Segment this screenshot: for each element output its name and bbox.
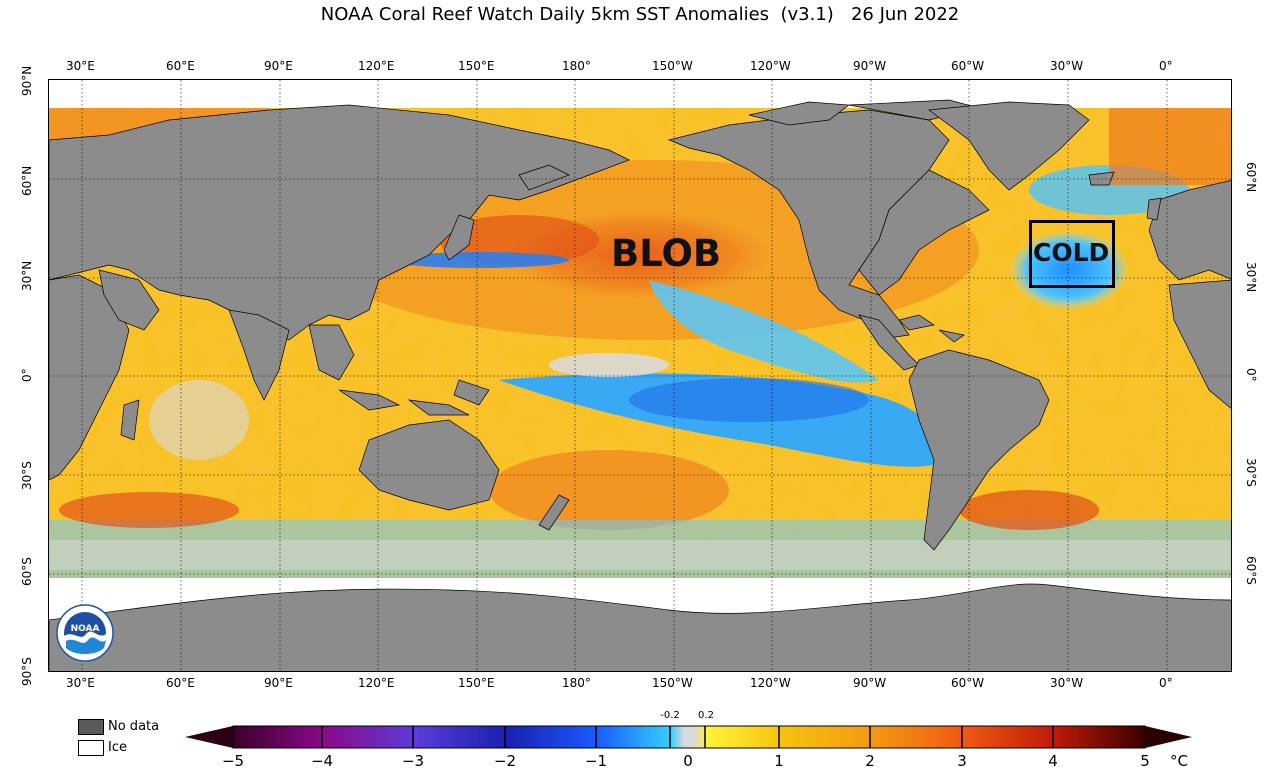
- colorbar-small-tick: 0.2: [698, 710, 714, 721]
- blob-annotation: BLOB: [611, 232, 722, 275]
- colorbar-tick: −5: [221, 752, 245, 770]
- kamchatka-land: [518, 164, 570, 191]
- colorbar: [185, 725, 1192, 749]
- colorbar-low-extend: [185, 726, 233, 748]
- north-atlantic-cold: [1009, 230, 1129, 310]
- colorbar-tick: 5: [1140, 752, 1150, 770]
- colorbar-tick: 2: [865, 752, 875, 770]
- ice-swatch: [78, 740, 104, 756]
- iceland-uk-land: [1088, 171, 1162, 221]
- lon-label: 30°E: [66, 59, 95, 73]
- lon-label: 120°W: [750, 59, 791, 73]
- nodata-label: No data: [108, 719, 160, 734]
- lon-label: 60°E: [166, 59, 195, 73]
- lat-label: 30°S: [1244, 458, 1258, 487]
- southern-neutral: [49, 540, 1231, 570]
- lat-label: 30°N: [1244, 262, 1258, 293]
- south-pacific-warm: [489, 450, 729, 530]
- lon-label: 60°W: [951, 59, 985, 73]
- nodata-swatch: [78, 719, 104, 735]
- colorbar-tick: 1: [774, 752, 784, 770]
- lon-label: 30°E: [66, 676, 95, 690]
- lon-label: 150°W: [652, 676, 693, 690]
- map-canvas: [49, 80, 1231, 671]
- north-america-land: [667, 109, 950, 339]
- lon-label: 120°W: [750, 676, 791, 690]
- lon-label: 120°E: [358, 59, 395, 73]
- antarctica-land: [49, 583, 1231, 671]
- neutral-patch: [549, 353, 669, 377]
- lon-label: 90°E: [264, 59, 293, 73]
- colorbar-tick: −2: [493, 752, 517, 770]
- nw-pacific-cold-streak: [389, 252, 569, 268]
- ice-label: Ice: [108, 740, 127, 755]
- lon-label: 0°: [1159, 59, 1173, 73]
- se-asia-land: [308, 324, 355, 381]
- colorbar-tick: 3: [957, 752, 967, 770]
- lon-label: 30°W: [1050, 59, 1084, 73]
- lon-label: 150°E: [458, 59, 495, 73]
- caribbean-land: [898, 314, 965, 343]
- lon-label: 90°W: [853, 676, 887, 690]
- colorbar-tick: −1: [584, 752, 608, 770]
- lat-label: 90°N: [20, 65, 34, 96]
- cold-tongue-core: [629, 378, 869, 422]
- south-atlantic-warm: [959, 490, 1099, 530]
- lon-label: 0°: [1159, 676, 1173, 690]
- colorbar-unit: °C: [1170, 752, 1188, 770]
- lat-label: 60°N: [1244, 162, 1258, 193]
- southern-indian-warm: [59, 492, 239, 528]
- new-zealand-land: [538, 494, 570, 531]
- cold-annotation-box: [1029, 220, 1115, 288]
- east-pacific-cool: [649, 280, 879, 383]
- arabia-land: [98, 269, 160, 331]
- lon-label: 90°W: [853, 59, 887, 73]
- colorbar-tick: −3: [401, 752, 425, 770]
- lon-label: 60°E: [166, 676, 195, 690]
- lat-label: 0°: [20, 368, 34, 382]
- colorbar-small-tick: -0.2: [660, 710, 680, 721]
- barents-warm: [1109, 105, 1231, 185]
- lat-label: 60°S: [1244, 556, 1258, 585]
- europe-land: [1148, 180, 1231, 281]
- lat-label: 90°S: [20, 657, 34, 686]
- colorbar-tick: 4: [1048, 752, 1058, 770]
- africa-land: [49, 274, 130, 481]
- lat-label: 30°N: [20, 260, 34, 291]
- eastern-north-america: [858, 169, 990, 296]
- sst-anomaly-map: [48, 79, 1232, 672]
- lat-label: 60°N: [20, 165, 34, 196]
- japan-land: [443, 214, 475, 261]
- lon-label: 120°E: [358, 676, 395, 690]
- noaa-logo-icon: NOAA: [56, 604, 114, 662]
- lat-label: 60°S: [20, 557, 34, 586]
- lon-label: 180°: [562, 59, 591, 73]
- neutral-patch: [149, 380, 249, 460]
- cold-annotation: COLD: [1033, 238, 1110, 267]
- australia-land: [358, 419, 500, 511]
- indonesia-land: [338, 379, 490, 416]
- colorbar-high-extend: [1145, 726, 1192, 748]
- graticule: [49, 80, 1231, 671]
- colorbar-gradient: [232, 725, 1146, 749]
- madagascar-land: [120, 399, 140, 441]
- west-africa-land: [1168, 279, 1231, 409]
- lat-label: 0°: [1244, 368, 1258, 382]
- map-title: NOAA Coral Reef Watch Daily 5km SST Anom…: [320, 4, 960, 25]
- colorbar-dividers: [321, 726, 1054, 748]
- eurasia-land: [49, 104, 630, 341]
- india-land: [228, 309, 290, 401]
- lon-label: 150°E: [458, 676, 495, 690]
- lon-label: 90°E: [264, 676, 293, 690]
- colorbar-tick: 0: [683, 752, 693, 770]
- svg-text:NOAA: NOAA: [71, 624, 100, 634]
- lon-label: 60°W: [951, 676, 985, 690]
- arctic-ice: [49, 80, 1231, 108]
- colorbar-tick: −4: [310, 752, 334, 770]
- lon-label: 180°: [562, 676, 591, 690]
- lon-label: 150°W: [652, 59, 693, 73]
- lat-label: 30°S: [20, 461, 34, 490]
- lon-label: 30°W: [1050, 676, 1084, 690]
